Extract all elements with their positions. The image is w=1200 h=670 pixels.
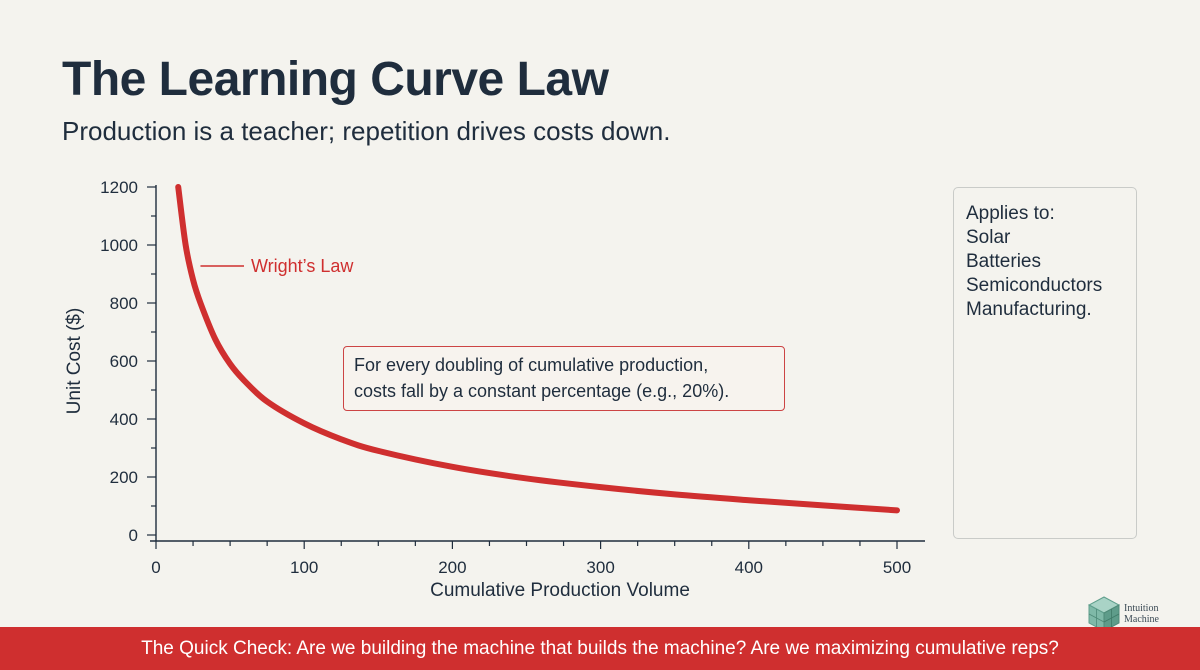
- x-tick-label: 0: [151, 558, 160, 577]
- y-tick-label: 400: [110, 410, 138, 429]
- series-label: Wright’s Law: [251, 256, 354, 276]
- y-tick-label: 0: [129, 526, 138, 545]
- logo: Intuition Machine: [1088, 596, 1159, 632]
- page-subtitle: Production is a teacher; repetition driv…: [62, 116, 671, 146]
- y-tick-label: 1200: [100, 178, 138, 197]
- cube-logo-icon: [1088, 596, 1120, 632]
- callout-line-1: For every doubling of cumulative product…: [354, 355, 709, 375]
- series: Wright’s Law: [175, 184, 900, 514]
- y-axis-label: Unit Cost ($): [64, 308, 85, 415]
- learning-curve-chart: 0 200 400 600 800 1000 1200 0 100 200 300 400 500 Wr…: [64, 178, 925, 601]
- axes: 0 200 400 600 800 1000 1200 0 100 200 300 400 500: [100, 178, 925, 577]
- footer-banner: The Quick Check: Are we building the mac…: [0, 627, 1200, 670]
- callout-line-2: costs fall by a constant percentage (e.g…: [354, 381, 730, 401]
- y-tick-label: 800: [110, 294, 138, 313]
- applies-item: Batteries: [966, 251, 1041, 272]
- x-tick-label: 500: [883, 558, 911, 577]
- x-tick-label: 200: [438, 558, 466, 577]
- x-axis-label: Cumulative Production Volume: [430, 580, 690, 601]
- x-tick-label: 400: [735, 558, 763, 577]
- applies-item: Semiconductors: [966, 275, 1103, 296]
- x-tick-label: 100: [290, 558, 318, 577]
- page-title: The Learning Curve Law: [62, 53, 609, 106]
- applies-item: Solar: [966, 227, 1011, 248]
- series-line: [175, 184, 900, 514]
- logo-line-2: Machine: [1124, 614, 1159, 625]
- logo-line-1: Intuition: [1124, 603, 1159, 614]
- applies-heading: Applies to:: [966, 203, 1055, 224]
- footer-text: The Quick Check: Are we building the mac…: [141, 637, 1059, 659]
- applies-item: Manufacturing.: [966, 299, 1092, 320]
- callout-box: For every doubling of cumulative product…: [343, 346, 785, 411]
- applies-to-panel: Applies to: Solar Batteries Semiconducto…: [953, 187, 1137, 539]
- y-tick-label: 1000: [100, 236, 138, 255]
- labels: Cumulative Production Volume Unit Cost ($…: [64, 308, 690, 601]
- y-tick-label: 200: [110, 468, 138, 487]
- y-tick-label: 600: [110, 352, 138, 371]
- x-tick-label: 300: [586, 558, 614, 577]
